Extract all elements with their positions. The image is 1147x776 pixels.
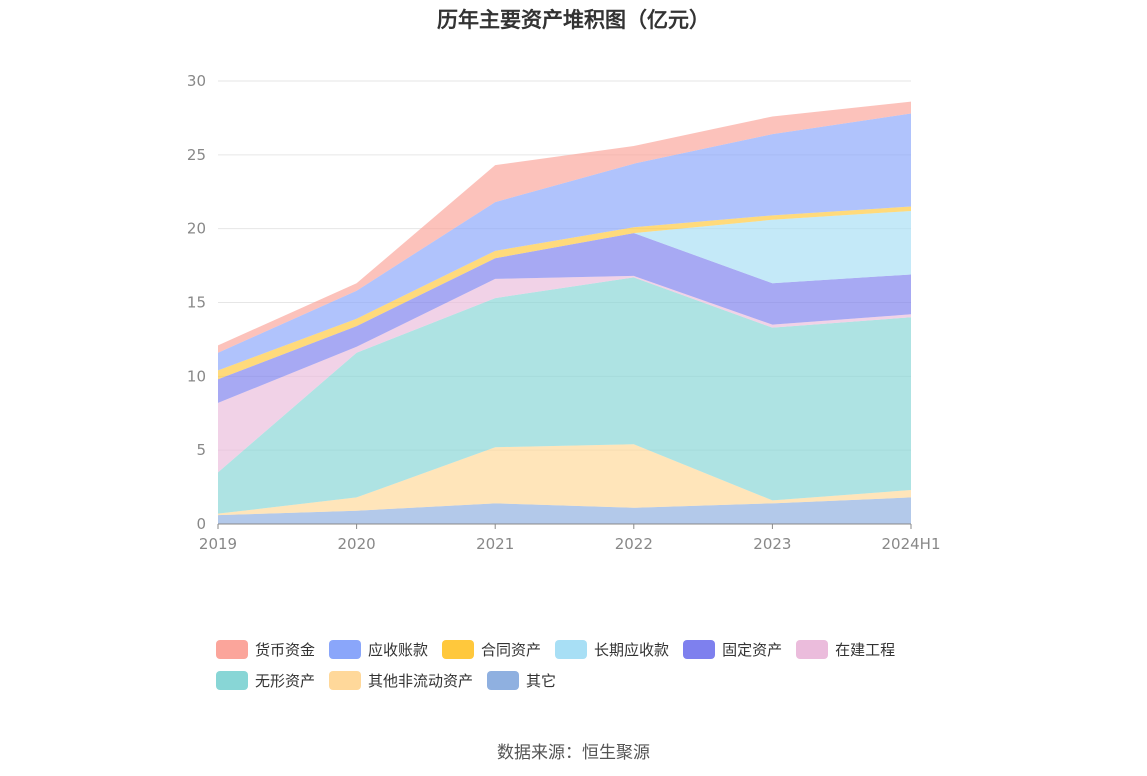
- legend-label: 货币资金: [255, 640, 316, 659]
- legend-label: 长期应收款: [594, 640, 670, 659]
- x-tick-label: 2024H1: [882, 535, 941, 553]
- x-tick-label: 2020: [338, 535, 376, 553]
- data-source-note: 数据来源：恒生聚源: [497, 743, 650, 763]
- legend-label: 在建工程: [835, 640, 896, 659]
- axes: 0 5 10 15 20 25 30 2019 2020 2021 2022 2023 2024H1: [187, 72, 941, 553]
- legend-swatch: [216, 639, 248, 659]
- y-tick-label: 30: [187, 72, 206, 90]
- legend-item-应收账款[interactable]: 应收账款: [329, 638, 428, 660]
- y-tick-label: 10: [187, 367, 206, 385]
- legend-label: 合同资产: [481, 640, 542, 659]
- y-tick-label: 20: [187, 220, 206, 238]
- legend-swatch: [329, 670, 362, 690]
- area-series-固定资产[interactable]: [218, 233, 911, 403]
- legend-item-其他非流动资产[interactable]: 其他非流动资产: [329, 669, 473, 691]
- legend-swatch: [796, 639, 829, 659]
- legend-swatch: [487, 670, 520, 690]
- y-tick-label: 15: [187, 294, 206, 312]
- legend-item-固定资产[interactable]: 固定资产: [683, 638, 782, 660]
- legend-swatch: [683, 639, 716, 659]
- legend-item-在建工程[interactable]: 在建工程: [796, 638, 895, 660]
- legend-item-长期应收款[interactable]: 长期应收款: [555, 638, 669, 660]
- area-series-无形资产[interactable]: [218, 277, 911, 514]
- legend-label: 其它: [526, 671, 557, 690]
- y-tick-label: 5: [196, 441, 206, 459]
- x-tick-label: 2019: [199, 535, 237, 553]
- legend-swatch: [442, 639, 475, 659]
- legend-item-合同资产[interactable]: 合同资产: [442, 638, 541, 660]
- legend-swatch: [216, 670, 248, 690]
- legend: 货币资金 应收账款 合同资产 长期应收款 固定资产 在建工程无形资产 其他非流动资产 其它: [216, 638, 976, 691]
- chart-title: 历年主要资产堆积图（亿元）: [437, 8, 710, 32]
- area-series-其他非流动资产[interactable]: [218, 444, 911, 516]
- legend-label: 无形资产: [255, 671, 316, 690]
- legend-swatch: [555, 639, 588, 659]
- legend-item-其它[interactable]: 其它: [487, 669, 556, 691]
- area-series-其它[interactable]: [218, 497, 911, 524]
- legend-label: 固定资产: [722, 640, 783, 659]
- legend-item-无形资产[interactable]: 无形资产: [216, 669, 315, 691]
- legend-label: 应收账款: [368, 640, 429, 659]
- x-tick-label: 2022: [615, 535, 653, 553]
- legend-label: 其他非流动资产: [368, 671, 474, 690]
- x-tick-label: 2021: [476, 535, 514, 553]
- area-series-长期应收款[interactable]: [218, 210, 911, 380]
- y-tick-label: 0: [196, 515, 206, 533]
- area-series-layer: [218, 101, 911, 524]
- legend-item-货币资金[interactable]: 货币资金: [216, 638, 315, 660]
- y-tick-label: 25: [187, 146, 206, 164]
- area-series-合同资产[interactable]: [218, 206, 911, 380]
- legend-swatch: [329, 639, 362, 659]
- x-tick-label: 2023: [753, 535, 791, 553]
- area-series-应收账款[interactable]: [218, 113, 911, 371]
